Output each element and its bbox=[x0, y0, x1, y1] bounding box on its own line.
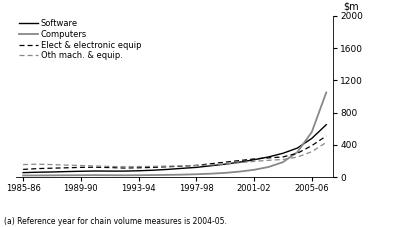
Elect & electronic equip bbox=[136, 166, 141, 169]
Software bbox=[208, 164, 213, 167]
Elect & electronic equip bbox=[64, 166, 69, 169]
Software bbox=[93, 170, 98, 172]
Oth mach. & equip. bbox=[266, 159, 271, 162]
Elect & electronic equip bbox=[266, 157, 271, 159]
Line: Elect & electronic equip: Elect & electronic equip bbox=[23, 136, 326, 169]
Software bbox=[237, 161, 242, 163]
Software bbox=[194, 166, 199, 169]
Oth mach. & equip. bbox=[237, 161, 242, 164]
Oth mach. & equip. bbox=[194, 164, 199, 167]
Software bbox=[179, 167, 184, 170]
Oth mach. & equip. bbox=[136, 165, 141, 168]
Software bbox=[50, 171, 54, 173]
Software bbox=[252, 158, 256, 161]
Computers bbox=[64, 174, 69, 177]
Line: Oth mach. & equip.: Oth mach. & equip. bbox=[23, 142, 326, 167]
Computers bbox=[281, 161, 285, 163]
Oth mach. & equip. bbox=[179, 165, 184, 167]
Elect & electronic equip bbox=[281, 155, 285, 158]
Elect & electronic equip bbox=[223, 161, 227, 163]
Software bbox=[150, 169, 155, 172]
Elect & electronic equip bbox=[79, 166, 83, 169]
Computers bbox=[179, 173, 184, 176]
Oth mach. & equip. bbox=[35, 163, 40, 165]
Elect & electronic equip bbox=[309, 144, 314, 147]
Oth mach. & equip. bbox=[252, 160, 256, 163]
Elect & electronic equip bbox=[237, 159, 242, 162]
Oth mach. & equip. bbox=[21, 163, 25, 166]
Oth mach. & equip. bbox=[93, 165, 98, 167]
Oth mach. & equip. bbox=[122, 165, 127, 168]
Oth mach. & equip. bbox=[295, 156, 300, 158]
Software bbox=[309, 137, 314, 140]
Software bbox=[136, 169, 141, 172]
Computers bbox=[165, 173, 170, 176]
Computers bbox=[309, 131, 314, 133]
Oth mach. & equip. bbox=[107, 165, 112, 168]
Computers bbox=[295, 151, 300, 153]
Text: $m: $m bbox=[343, 2, 358, 12]
Line: Software: Software bbox=[23, 125, 326, 173]
Software bbox=[21, 171, 25, 174]
Oth mach. & equip. bbox=[79, 164, 83, 167]
Computers bbox=[237, 170, 242, 173]
Computers bbox=[324, 91, 329, 94]
Software bbox=[281, 152, 285, 155]
Legend: Software, Computers, Elect & electronic equip, Oth mach. & equip.: Software, Computers, Elect & electronic … bbox=[18, 18, 142, 61]
Computers bbox=[93, 174, 98, 176]
Computers bbox=[223, 172, 227, 174]
Software bbox=[122, 170, 127, 173]
Software bbox=[324, 123, 329, 126]
Elect & electronic equip bbox=[107, 166, 112, 169]
Elect & electronic equip bbox=[165, 165, 170, 168]
Software bbox=[223, 163, 227, 165]
Computers bbox=[79, 174, 83, 177]
Software bbox=[165, 168, 170, 171]
Elect & electronic equip bbox=[252, 158, 256, 160]
Elect & electronic equip bbox=[194, 164, 199, 167]
Computers bbox=[50, 174, 54, 177]
Elect & electronic equip bbox=[122, 167, 127, 169]
Software bbox=[266, 155, 271, 158]
Computers bbox=[266, 166, 271, 168]
Computers bbox=[208, 172, 213, 175]
Elect & electronic equip bbox=[21, 168, 25, 171]
Oth mach. & equip. bbox=[165, 165, 170, 168]
Elect & electronic equip bbox=[295, 152, 300, 155]
Software bbox=[79, 170, 83, 173]
Computers bbox=[35, 174, 40, 177]
Oth mach. & equip. bbox=[50, 163, 54, 166]
Software bbox=[295, 147, 300, 149]
Computers bbox=[150, 174, 155, 176]
Computers bbox=[194, 173, 199, 176]
Oth mach. & equip. bbox=[324, 141, 329, 144]
Elect & electronic equip bbox=[208, 162, 213, 165]
Computers bbox=[122, 174, 127, 177]
Elect & electronic equip bbox=[35, 167, 40, 170]
Line: Computers: Computers bbox=[23, 92, 326, 175]
Software bbox=[35, 171, 40, 174]
Elect & electronic equip bbox=[150, 166, 155, 169]
Computers bbox=[136, 174, 141, 177]
Elect & electronic equip bbox=[324, 135, 329, 137]
Oth mach. & equip. bbox=[64, 164, 69, 166]
Oth mach. & equip. bbox=[208, 164, 213, 166]
Elect & electronic equip bbox=[50, 167, 54, 170]
Elect & electronic equip bbox=[93, 166, 98, 169]
Computers bbox=[107, 174, 112, 177]
Computers bbox=[21, 174, 25, 177]
Software bbox=[64, 170, 69, 173]
Text: (a) Reference year for chain volume measures is 2004-05.: (a) Reference year for chain volume meas… bbox=[4, 217, 227, 226]
Computers bbox=[252, 168, 256, 171]
Elect & electronic equip bbox=[179, 165, 184, 168]
Oth mach. & equip. bbox=[223, 163, 227, 165]
Oth mach. & equip. bbox=[281, 158, 285, 161]
Oth mach. & equip. bbox=[309, 150, 314, 153]
Oth mach. & equip. bbox=[150, 165, 155, 168]
Software bbox=[107, 170, 112, 173]
